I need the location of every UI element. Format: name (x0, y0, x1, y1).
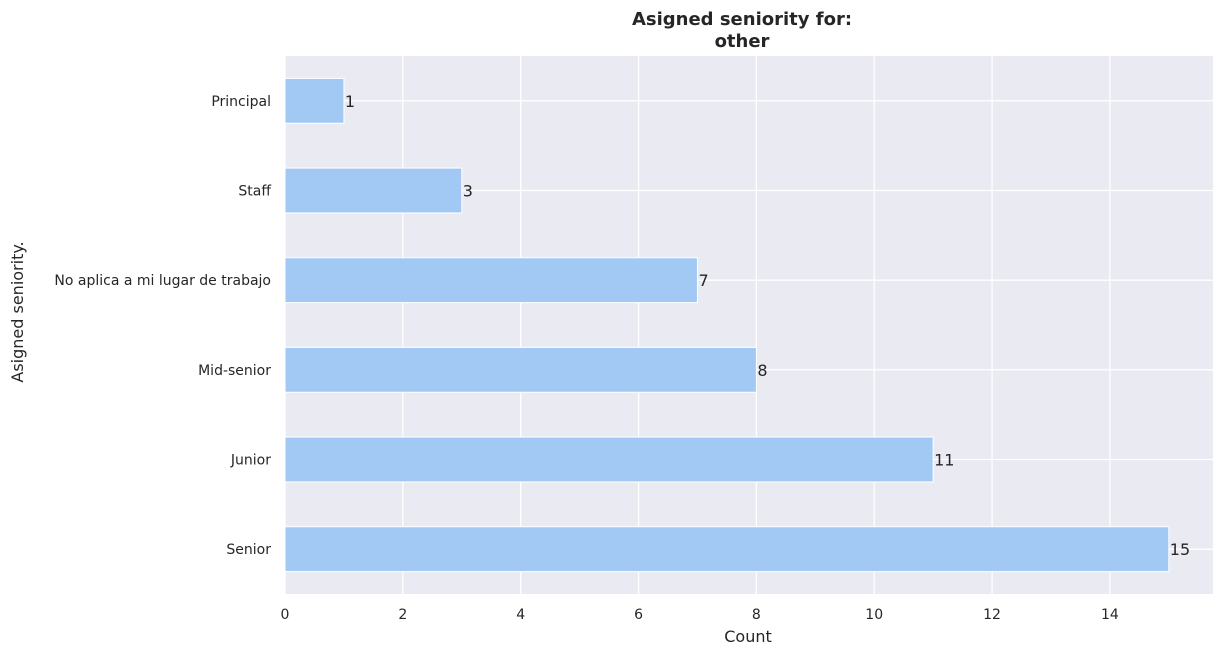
x-tick-label: 2 (398, 607, 407, 623)
x-tick-label: 12 (983, 607, 1001, 623)
data-label: 15 (1170, 540, 1190, 559)
data-label: 1 (345, 92, 355, 111)
y-tick-label: No aplica a mi lugar de trabajo (54, 273, 271, 289)
y-tick-label: Principal (211, 94, 271, 110)
x-tick-label: 8 (752, 607, 761, 623)
x-tick-label: 10 (865, 607, 883, 623)
y-tick-label: Senior (226, 542, 271, 558)
plot-area (285, 56, 1213, 594)
x-tick-label: 4 (516, 607, 525, 623)
data-label: 7 (698, 271, 708, 290)
y-tick-label: Mid-senior (198, 363, 271, 379)
y-tick-labels: Senior Junior Mid-senior No aplica a mi lug… (54, 94, 271, 558)
data-label: 3 (463, 182, 473, 201)
bar (284, 526, 1170, 573)
x-tick-label: 0 (281, 607, 290, 623)
x-tick-label: 14 (1101, 607, 1119, 623)
y-tick-label: Junior (230, 453, 271, 469)
bar (284, 436, 934, 483)
data-label: 11 (934, 451, 954, 470)
chart-title-line2: other (715, 31, 770, 52)
y-tick-label: Staff (238, 184, 271, 200)
bars (284, 77, 1170, 573)
data-labels: 15 11 8 7 3 1 (345, 92, 1190, 559)
bar (284, 346, 757, 393)
x-axis-label: Count (724, 627, 772, 646)
bar (284, 77, 345, 124)
x-tick-label: 6 (634, 607, 643, 623)
chart-title-line1: Asigned seniority for: (632, 9, 852, 30)
bar (284, 167, 463, 214)
data-label: 8 (757, 361, 767, 380)
y-axis-label: Asigned seniority. (8, 241, 27, 382)
x-tick-labels: 0 2 4 6 8 10 12 14 (281, 607, 1119, 623)
bar (284, 257, 698, 304)
